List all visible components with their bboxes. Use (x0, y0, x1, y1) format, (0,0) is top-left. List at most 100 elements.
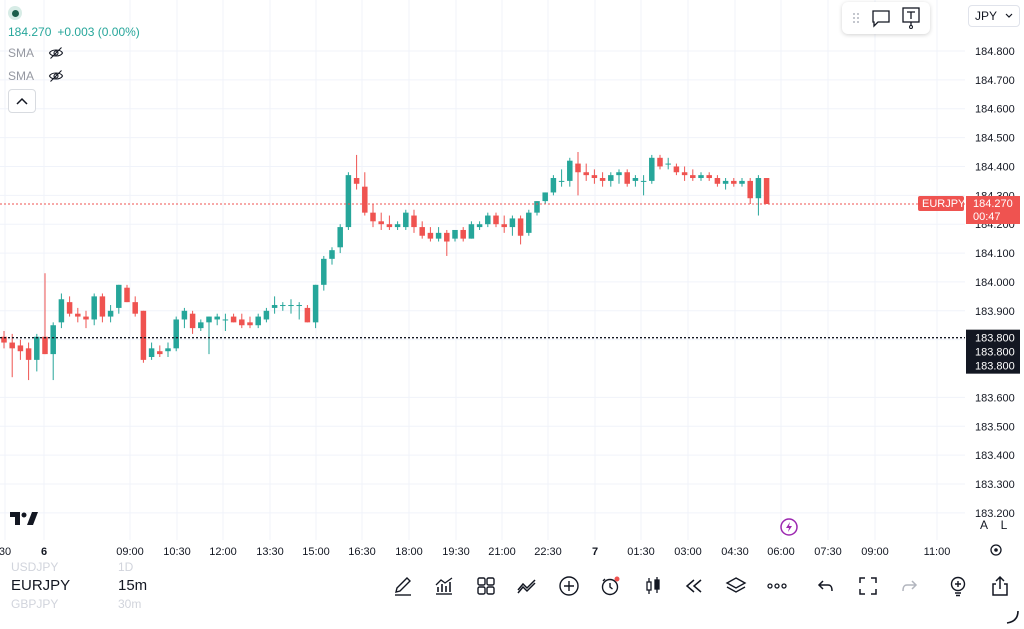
candle-body (591, 175, 598, 179)
x-tick-label: 30 (0, 546, 11, 558)
x-tick-label: 15:00 (302, 546, 330, 558)
candle (345, 172, 352, 230)
candle (321, 255, 327, 291)
replay-button[interactable] (681, 573, 707, 599)
candle (690, 169, 696, 181)
x-tick-label: 19:30 (442, 546, 470, 558)
legend-collapse-button[interactable] (8, 89, 36, 113)
candle (173, 316, 179, 352)
candle-body (198, 322, 204, 329)
resize-handle-icon[interactable] (1004, 609, 1020, 625)
timeframe-current[interactable]: 15m (118, 577, 148, 594)
compare-icon (517, 579, 536, 594)
currency-selector[interactable]: JPY (968, 5, 1020, 27)
candle-body (345, 175, 352, 228)
crosshair-value: 183.800 (975, 333, 1015, 345)
legend-indicator-sma-1[interactable]: SMA (8, 45, 64, 61)
market-status-icon (8, 6, 22, 20)
candle (312, 284, 319, 329)
symbol-current[interactable]: EURJPY (11, 577, 71, 594)
candle (83, 310, 89, 329)
grid-layout-icon (477, 577, 495, 595)
candle-body (558, 180, 565, 182)
candle-body (42, 336, 48, 355)
candle-body (763, 178, 770, 204)
candle (296, 302, 302, 320)
gear-icon[interactable] (990, 544, 1002, 556)
candle-body (107, 310, 114, 317)
alerts-button[interactable] (597, 573, 623, 599)
candle-body (608, 175, 614, 181)
y-tick-label: 183.400 (975, 450, 1015, 462)
candle-body (58, 299, 65, 323)
candle-body (394, 224, 401, 228)
chart-type-button[interactable] (640, 573, 666, 599)
candle-body (632, 178, 639, 181)
last-price-tag: EURJPY 184.270 00:47 (918, 195, 1020, 224)
candle (501, 215, 507, 233)
candle-body (526, 212, 532, 233)
more-button[interactable] (764, 573, 790, 599)
indicators-button[interactable] (431, 573, 457, 599)
timeframe-prev[interactable]: 1D (118, 560, 134, 574)
compare-button[interactable] (514, 573, 540, 599)
log-scale-button[interactable]: L (1000, 518, 1008, 532)
lightning-icon[interactable] (780, 518, 798, 536)
y-tick-label: 184.500 (975, 133, 1015, 145)
candle (485, 212, 491, 228)
fullscreen-button[interactable] (855, 573, 881, 599)
symbol-next[interactable]: GBPJPY (11, 597, 59, 611)
candle (34, 333, 40, 372)
candle-body (444, 232, 450, 242)
candle-body (50, 325, 56, 355)
candles (1, 152, 770, 381)
last-price-value: 184.270 (973, 198, 1013, 210)
candle (624, 169, 630, 187)
candle (468, 221, 475, 239)
candle-body (34, 336, 40, 360)
candle-body (411, 215, 417, 228)
candle (714, 175, 721, 187)
text-tool-icon[interactable] (901, 7, 921, 29)
candle (9, 333, 15, 378)
eye-off-icon[interactable] (48, 68, 64, 84)
y-tick-label: 183.900 (975, 306, 1015, 318)
x-tick-label: 22:30 (534, 546, 562, 558)
candle-body (214, 316, 220, 320)
candle-body (485, 215, 491, 225)
candle-body (370, 212, 376, 222)
chat-icon[interactable] (871, 8, 891, 28)
symbol-prev[interactable]: USDJPY (11, 560, 59, 574)
candle-body (460, 229, 466, 239)
candle (329, 247, 335, 265)
candlestick-chart[interactable]: 184.800184.700184.600184.500184.400184.3… (0, 0, 1024, 562)
undo-button[interactable] (813, 573, 839, 599)
eye-off-icon[interactable] (48, 45, 64, 61)
candle-body (403, 212, 409, 228)
candle (280, 302, 286, 311)
layout-button[interactable] (473, 573, 499, 599)
redo-button[interactable] (896, 573, 922, 599)
candle (157, 345, 163, 357)
candle (763, 178, 770, 204)
candle (222, 313, 229, 332)
candle-body (690, 175, 696, 179)
candle (444, 229, 450, 256)
drawing-tools-button[interactable] (390, 573, 416, 599)
auto-scale-button[interactable]: A (979, 518, 988, 532)
legend-indicator-sma-2[interactable]: SMA (8, 68, 64, 84)
candle (288, 299, 294, 314)
candle (189, 310, 196, 334)
candle-body (386, 224, 393, 228)
add-button[interactable] (556, 573, 582, 599)
drag-handle-icon[interactable] (851, 11, 861, 25)
share-button[interactable] (987, 573, 1013, 599)
timeframe-next[interactable]: 30m (118, 597, 142, 611)
object-tree-button[interactable] (723, 573, 749, 599)
currency-value: JPY (975, 9, 998, 23)
ideas-button[interactable] (945, 573, 971, 599)
candle (148, 342, 155, 360)
plus-circle-icon (559, 576, 579, 596)
legend-symbol-row[interactable] (8, 6, 22, 20)
candle-body (509, 218, 516, 228)
